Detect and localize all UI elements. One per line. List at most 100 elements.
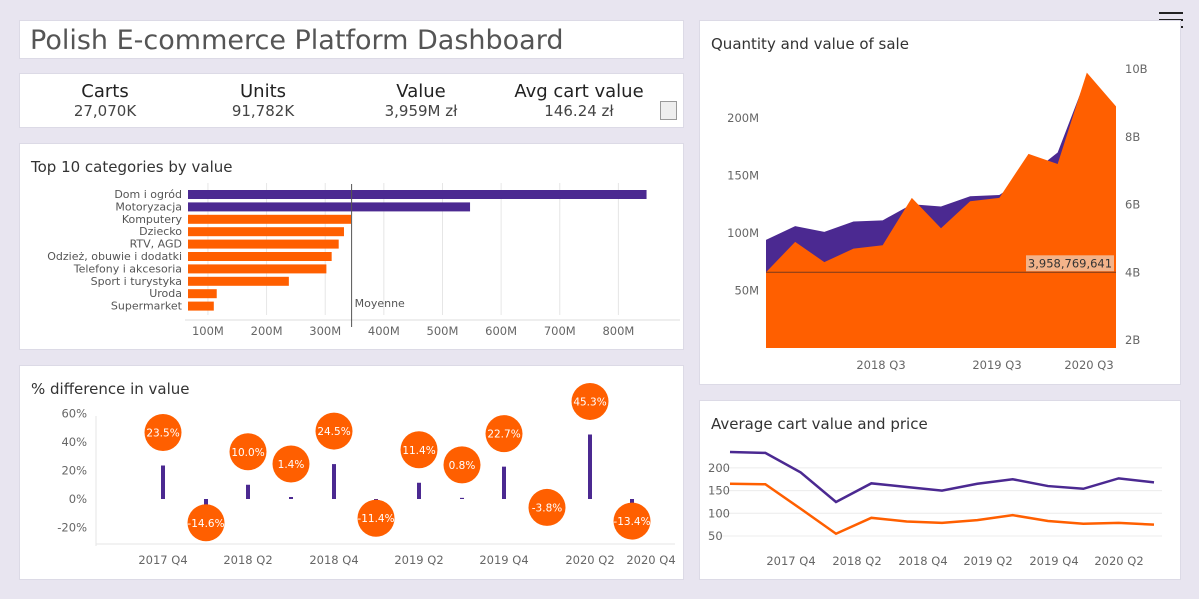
- data-label: 11.4%: [402, 445, 435, 457]
- right-y-tick-label: 2B: [1125, 333, 1140, 347]
- kpi-value: 91,782K: [231, 102, 295, 120]
- data-bubble: [400, 431, 438, 469]
- category-label: Dom i ogród: [114, 188, 182, 201]
- x-tick-label: 2020 Q3: [1064, 358, 1113, 372]
- top-categories-chart: 100M 200M 300M 400M 500M 600M 700M 800M Dom i og…: [47, 183, 680, 338]
- x-tick-label: 2019 Q2: [963, 554, 1012, 568]
- x-tick-label: 2019 Q4: [1029, 554, 1078, 568]
- avg-cart-chart: 200 150 100 50 2017 Q4 2018 Q2 2018 Q4 2019 Q2 2…: [708, 450, 1162, 568]
- category-bar: [188, 239, 339, 249]
- kpi-value: 3,959M zł: [384, 102, 458, 120]
- data-bubble: [485, 415, 523, 453]
- category-label: Sport i turystyka: [91, 275, 182, 288]
- x-tick-label: 2019 Q3: [972, 358, 1021, 372]
- quantity-value-panel: Quantity and value of sale 200M 150M 100M 5…: [699, 20, 1181, 385]
- category-bar: [188, 202, 471, 212]
- kpi-label: Avg cart value: [514, 81, 644, 102]
- category-label: Odzież, obuwie i dodatki: [47, 250, 182, 263]
- x-tick-label: 100M: [192, 324, 224, 338]
- x-tick-label: 300M: [309, 324, 341, 338]
- right-y-tick-label: 6B: [1125, 198, 1140, 212]
- data-label: 1.4%: [278, 459, 305, 471]
- kpi-panel: Carts 27,070K Units 91,782K Value 3,959M…: [19, 73, 684, 128]
- category-label: Dziecko: [139, 225, 182, 238]
- reference-label-bg: [1026, 255, 1114, 272]
- x-tick-label: 2020 Q4: [626, 553, 675, 567]
- y-tick-label: 150: [708, 484, 730, 498]
- category-bar: [188, 264, 327, 274]
- kpi-label: Value: [396, 81, 446, 102]
- category-bar: [188, 214, 352, 224]
- data-label: 45.3%: [573, 396, 606, 408]
- x-tick-label: 800M: [602, 324, 634, 338]
- data-label: -11.4%: [357, 513, 394, 525]
- data-bubble: [613, 502, 651, 540]
- data-bubble: [528, 488, 566, 526]
- reference-line-label: Moyenne: [355, 297, 405, 310]
- right-y-tick-label: 8B: [1125, 130, 1140, 144]
- panel-title: Average cart value and price: [711, 415, 928, 433]
- series-line: [729, 482, 1155, 536]
- top-categories-panel: Top 10 categories by value 100M 200M 300M 4…: [19, 143, 684, 350]
- y-tick-label: 100: [708, 506, 730, 520]
- panel-title: Quantity and value of sale: [711, 35, 909, 53]
- kpi-label: Carts: [81, 81, 129, 102]
- avg-cart-panel: Average cart value and price 200 150 100 50…: [699, 400, 1181, 580]
- y-tick-label: 40%: [61, 435, 87, 449]
- x-tick-label: 2018 Q4: [309, 553, 358, 567]
- kpi-avg-cart: Avg cart value 146.24 zł: [494, 81, 664, 121]
- x-tick-label: 2017 Q4: [138, 553, 187, 567]
- kpi-label: Units: [239, 81, 287, 102]
- value-area: [766, 72, 1116, 349]
- data-label: 23.5%: [146, 428, 179, 440]
- pct-difference-panel: % difference in value 60% 40% 20% 0% -20% 23.…: [19, 365, 684, 580]
- kpi-carts: Carts 27,070K: [20, 81, 190, 121]
- data-label: -13.4%: [613, 516, 650, 528]
- category-bar: [188, 289, 217, 299]
- y-tick-label: 50: [708, 529, 723, 543]
- kpi-checkbox[interactable]: [660, 101, 677, 120]
- x-tick-label: 500M: [427, 324, 459, 338]
- kpi-units: Units 91,782K: [178, 81, 348, 121]
- y-tick-label: 0%: [69, 492, 87, 506]
- x-tick-label: 2019 Q4: [479, 553, 528, 567]
- right-y-tick-label: 10B: [1125, 62, 1148, 76]
- category-label: Telefony i akcesoria: [73, 262, 182, 275]
- x-tick-label: 2017 Q4: [766, 554, 815, 568]
- x-tick-label: 2020 Q2: [1094, 554, 1143, 568]
- x-tick-label: 2018 Q2: [832, 554, 881, 568]
- left-y-tick-label: 200M: [727, 111, 759, 125]
- data-bubble: [187, 504, 225, 542]
- series-line: [729, 450, 1155, 504]
- left-y-tick-label: 100M: [727, 226, 759, 240]
- data-bubble: [357, 499, 395, 537]
- data-bubble: [315, 412, 353, 450]
- data-label: 0.8%: [449, 460, 476, 472]
- y-tick-label: 60%: [61, 407, 87, 421]
- x-tick-label: 400M: [368, 324, 400, 338]
- page-title: Polish E-commerce Platform Dashboard: [30, 25, 564, 56]
- data-bubble: [443, 446, 481, 484]
- x-tick-label: 2020 Q2: [565, 553, 614, 567]
- data-label: -14.6%: [187, 518, 224, 530]
- data-label: 10.0%: [231, 447, 264, 459]
- x-tick-label: 600M: [485, 324, 517, 338]
- data-bubble: [272, 445, 310, 483]
- data-label: 22.7%: [487, 429, 520, 441]
- category-label: Supermarket: [111, 300, 183, 313]
- data-bubble: [144, 414, 182, 452]
- category-bar: [188, 227, 344, 237]
- right-y-tick-label: 4B: [1125, 265, 1140, 279]
- category-bar: [188, 252, 332, 261]
- category-label: Komputery: [122, 213, 183, 226]
- category-bar: [188, 276, 289, 286]
- kpi-value: 27,070K: [73, 102, 137, 120]
- pct-difference-chart: 60% 40% 20% 0% -20% 23.5% -14.6% 10.0% 1.4% 24.5%…: [57, 382, 676, 567]
- data-bubble: [571, 382, 609, 420]
- left-y-tick-label: 50M: [734, 284, 759, 298]
- panel-title: % difference in value: [31, 380, 190, 398]
- x-tick-label: 700M: [544, 324, 576, 338]
- left-y-tick-label: 150M: [727, 169, 759, 183]
- y-tick-label: 200: [708, 461, 730, 475]
- x-tick-label: 200M: [251, 324, 283, 338]
